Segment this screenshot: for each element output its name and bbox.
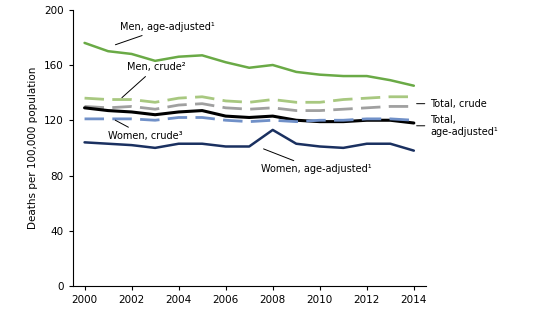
Text: Women, age-adjusted¹: Women, age-adjusted¹ [261,149,372,175]
Text: Men, age-adjusted¹: Men, age-adjusted¹ [115,22,214,45]
Text: Women, crude³: Women, crude³ [108,120,183,141]
Text: Men, crude²: Men, crude² [122,62,185,98]
Text: Total, crude: Total, crude [417,99,487,109]
Text: Total,
age-adjusted¹: Total, age-adjusted¹ [417,115,498,136]
Y-axis label: Deaths per 100,000 population: Deaths per 100,000 population [29,67,39,229]
